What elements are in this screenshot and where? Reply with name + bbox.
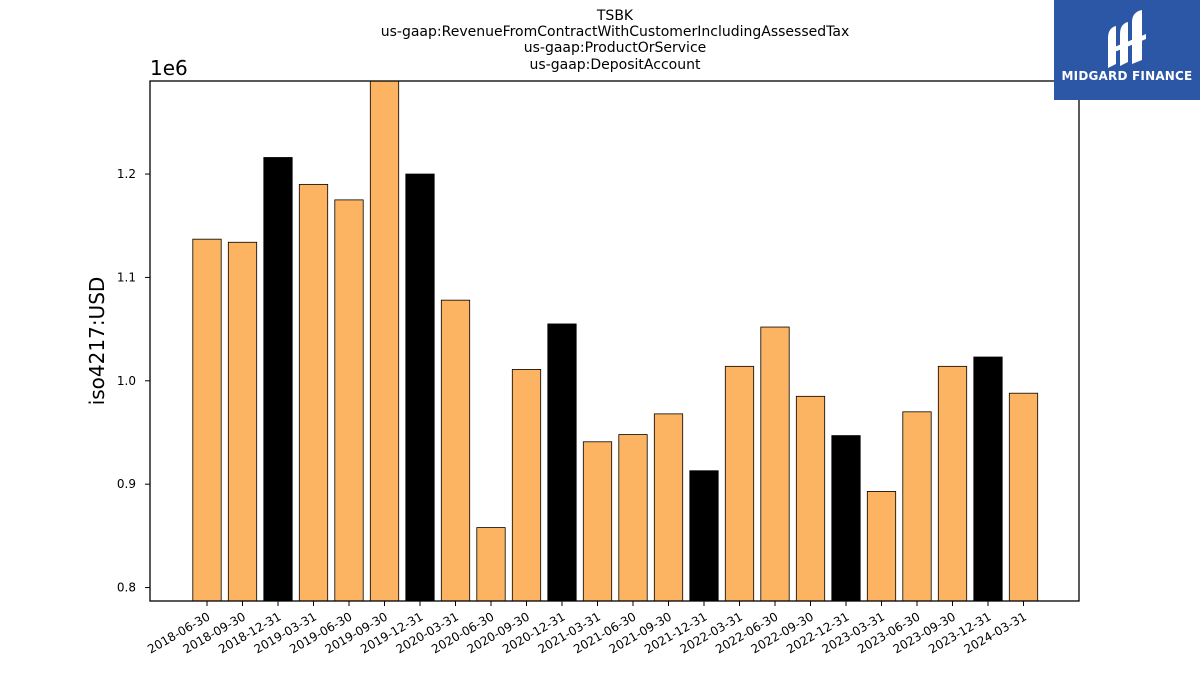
y-axis-offset-label: 1e6 (150, 56, 188, 80)
bar-2021-09-30 (653, 413, 684, 602)
bar-2022-03-31 (724, 365, 755, 602)
bar-2023-03-31 (866, 491, 897, 602)
bar-2018-09-30 (227, 241, 258, 602)
bar-2019-09-30 (369, 80, 400, 602)
bar-2019-12-31 (405, 173, 435, 602)
chart-title-line: TSBK (596, 8, 634, 24)
chart-title-line: us-gaap:ProductOrService (524, 40, 707, 56)
x-axis-ticks: 2018-06-302018-09-302018-12-312019-03-31… (145, 601, 1029, 656)
bar-2021-12-31 (689, 470, 719, 602)
bar-2018-06-30 (192, 238, 222, 602)
midgard-logo-icon (1108, 10, 1146, 68)
bars-group (192, 80, 1039, 602)
bar-2020-12-31 (547, 323, 577, 602)
bar-2020-03-31 (440, 299, 471, 602)
y-tick-label: 0.9 (117, 477, 136, 491)
bar-2022-09-30 (795, 395, 826, 602)
bar-2020-09-30 (511, 369, 542, 602)
y-tick-label: 0.8 (117, 581, 136, 595)
y-tick-label: 1.2 (117, 167, 136, 181)
chart-title-line: us-gaap:RevenueFromContractWithCustomerI… (381, 24, 850, 40)
bar-2020-06-30 (476, 527, 506, 602)
y-axis-label: iso4217:USD (85, 277, 109, 406)
bar-2023-06-30 (902, 411, 932, 602)
plot-area-frame (149, 80, 1080, 602)
bar-2021-06-30 (618, 434, 648, 602)
midgard-finance-logo: MIDGARD FINANCE (1054, 0, 1200, 100)
y-tick-label: 1.1 (117, 270, 136, 284)
bar-2022-12-31 (831, 435, 861, 602)
y-axis-ticks: 0.8 0.9 1.0 1.1 1.2 (117, 167, 150, 595)
chart-title-line: us-gaap:DepositAccount (530, 57, 701, 73)
bar-2019-06-30 (334, 199, 364, 602)
y-tick-label: 1.0 (117, 374, 136, 388)
bar-2019-03-31 (298, 183, 329, 602)
logo-text: MIDGARD FINANCE (1061, 69, 1193, 83)
bar-2022-06-30 (760, 326, 790, 602)
bar-2021-03-31 (582, 441, 613, 602)
bar-2024-03-31 (1008, 392, 1039, 602)
chart-title: TSBK us-gaap:RevenueFromContractWithCust… (381, 8, 850, 73)
bar-2023-09-30 (937, 365, 968, 602)
bar-2023-12-31 (973, 356, 1003, 602)
bar-2018-12-31 (263, 157, 293, 602)
